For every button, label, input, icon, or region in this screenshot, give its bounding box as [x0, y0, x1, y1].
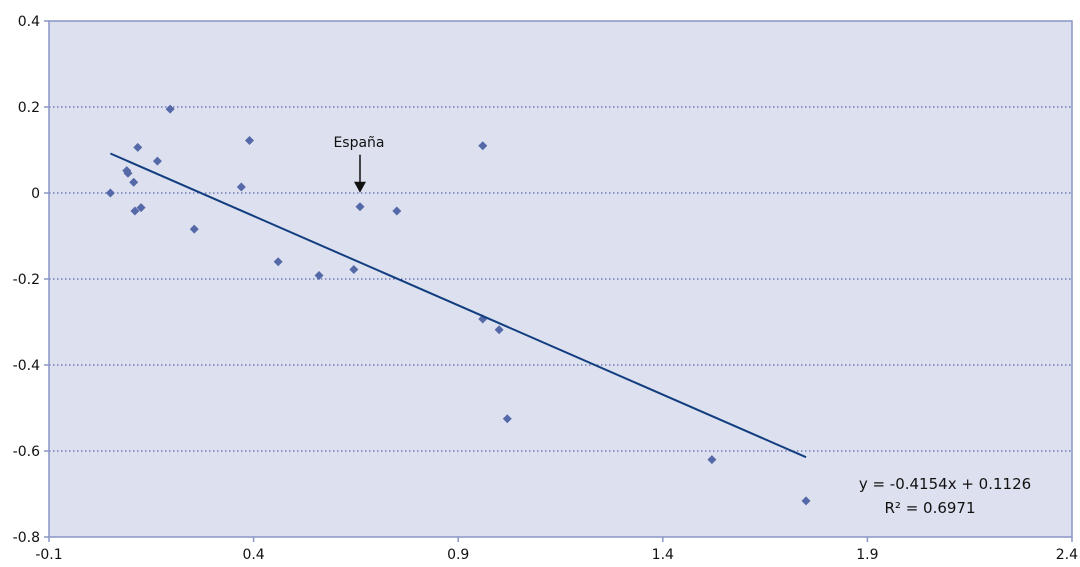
- data-point: [273, 257, 283, 267]
- data-point: [349, 265, 359, 275]
- y-tick-label: -0.4: [13, 358, 40, 374]
- data-point: [502, 414, 512, 424]
- data-point: [494, 325, 504, 335]
- data-point: [707, 455, 717, 465]
- data-point: [133, 142, 143, 152]
- trendline-equation: y = -0.4154x + 0.1126: [859, 475, 1031, 493]
- data-point: [123, 168, 133, 178]
- y-tick-label: -0.2: [13, 272, 40, 288]
- data-point: [314, 271, 324, 281]
- data-point: [392, 206, 402, 216]
- x-tick-label: -0.1: [35, 547, 62, 563]
- data-point: [152, 156, 162, 166]
- data-point: [105, 188, 115, 198]
- y-tick-label: 0.4: [18, 14, 40, 30]
- data-point: [801, 496, 811, 506]
- y-tick-label: -0.6: [13, 444, 40, 460]
- y-tick-label: 0: [31, 186, 40, 202]
- trendline: [109, 152, 807, 459]
- espana-label: España: [333, 135, 384, 151]
- data-point: [129, 177, 139, 187]
- trendline-r-squared: R² = 0.6971: [884, 499, 975, 517]
- x-tick-label: 1.4: [652, 547, 674, 563]
- data-point: [165, 104, 175, 114]
- x-tick-label: 2.4: [1056, 547, 1078, 563]
- y-tick-label: -0.8: [13, 530, 40, 546]
- x-tick-label: 1.9: [856, 547, 878, 563]
- data-point: [136, 203, 146, 213]
- data-point: [478, 141, 488, 151]
- data-point: [130, 206, 140, 216]
- x-tick-label: 0.9: [447, 547, 469, 563]
- data-point: [236, 182, 246, 192]
- espana-arrow-head-icon: [353, 181, 366, 193]
- gridlines: [49, 106, 1072, 452]
- axis-ticks: 0.4 0.2 0 -0.2 -0.4 -0.6 -0.8-0.1 0.4 0.9 1.4 1.9 2…: [13, 14, 1078, 563]
- data-point: [189, 224, 199, 234]
- data-point: [245, 136, 255, 146]
- espana-annotation: España: [333, 135, 385, 193]
- data-point: [355, 202, 365, 212]
- x-tick-label: 0.4: [242, 547, 264, 563]
- y-tick-label: 0.2: [18, 100, 40, 116]
